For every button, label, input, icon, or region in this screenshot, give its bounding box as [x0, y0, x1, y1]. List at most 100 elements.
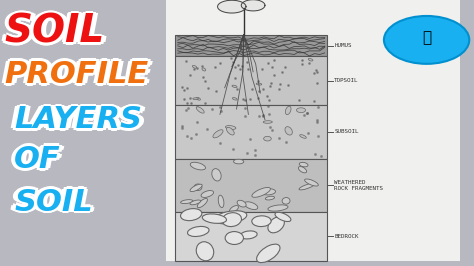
- Point: [310, 71, 318, 75]
- Point: [270, 73, 278, 77]
- Point: [190, 67, 198, 71]
- Point: [268, 65, 275, 70]
- Point: [178, 126, 185, 130]
- Bar: [175, 159, 327, 212]
- Point: [193, 66, 201, 70]
- Ellipse shape: [229, 206, 238, 212]
- Point: [246, 97, 254, 101]
- Point: [193, 120, 201, 124]
- Ellipse shape: [264, 136, 271, 141]
- Ellipse shape: [213, 130, 223, 138]
- Ellipse shape: [214, 211, 247, 224]
- Point: [241, 106, 248, 110]
- Ellipse shape: [299, 162, 308, 167]
- Point: [276, 82, 284, 86]
- Ellipse shape: [226, 126, 236, 129]
- Point: [217, 109, 225, 113]
- Point: [255, 96, 262, 101]
- Text: SOIL: SOIL: [5, 11, 105, 49]
- Ellipse shape: [232, 98, 237, 100]
- Text: SOIL: SOIL: [9, 13, 109, 51]
- Text: SOIL: SOIL: [5, 10, 105, 48]
- Text: SOIL: SOIL: [14, 190, 93, 219]
- Point: [231, 65, 239, 69]
- Ellipse shape: [222, 213, 242, 227]
- Point: [239, 97, 246, 101]
- Text: LAYERS: LAYERS: [9, 105, 137, 134]
- Point: [204, 85, 212, 90]
- Ellipse shape: [244, 202, 258, 210]
- Text: OF: OF: [14, 148, 61, 177]
- Point: [283, 139, 290, 144]
- Point: [241, 114, 249, 118]
- Point: [216, 141, 224, 146]
- Point: [208, 107, 216, 111]
- Point: [178, 85, 186, 89]
- Text: OF: OF: [9, 145, 56, 174]
- Point: [295, 98, 303, 103]
- Text: BEDROCK: BEDROCK: [334, 234, 359, 239]
- Text: OF: OF: [17, 147, 64, 176]
- Text: LAYERS: LAYERS: [10, 105, 138, 134]
- Ellipse shape: [256, 244, 280, 263]
- Ellipse shape: [196, 107, 204, 113]
- Text: PROFILE: PROFILE: [2, 58, 146, 88]
- Point: [231, 76, 239, 81]
- Text: LAYERS: LAYERS: [14, 105, 142, 134]
- Text: SOIL: SOIL: [11, 186, 90, 215]
- Point: [311, 152, 319, 156]
- Point: [298, 62, 306, 66]
- Ellipse shape: [190, 184, 202, 192]
- Point: [216, 105, 223, 109]
- Point: [236, 67, 244, 71]
- Point: [266, 125, 273, 129]
- Point: [244, 67, 251, 71]
- Ellipse shape: [196, 242, 214, 261]
- Point: [186, 73, 194, 77]
- Point: [310, 99, 318, 103]
- Text: SOIL: SOIL: [17, 186, 96, 215]
- Text: OF: OF: [19, 145, 66, 174]
- Ellipse shape: [240, 231, 257, 239]
- Text: PROFILE: PROFILE: [0, 60, 144, 89]
- Point: [248, 87, 255, 91]
- Text: SOIL: SOIL: [14, 185, 93, 214]
- Point: [265, 97, 273, 102]
- Text: SOIL: SOIL: [10, 188, 89, 217]
- Point: [233, 87, 241, 91]
- Text: SOIL: SOIL: [14, 188, 93, 217]
- Point: [313, 118, 321, 122]
- Point: [303, 111, 310, 115]
- Ellipse shape: [268, 217, 284, 233]
- Point: [183, 134, 191, 138]
- Ellipse shape: [297, 108, 306, 113]
- Point: [183, 86, 191, 90]
- Point: [300, 113, 308, 118]
- Point: [182, 59, 190, 63]
- Point: [267, 84, 274, 88]
- Ellipse shape: [305, 179, 319, 186]
- Point: [312, 68, 319, 72]
- Ellipse shape: [201, 190, 214, 197]
- Point: [211, 65, 219, 69]
- Point: [201, 101, 209, 105]
- Bar: [175, 105, 327, 159]
- Text: PROFILE: PROFILE: [5, 60, 149, 89]
- Bar: [166, 0, 460, 261]
- Point: [254, 79, 262, 83]
- Ellipse shape: [197, 198, 208, 208]
- Text: SOIL: SOIL: [5, 16, 105, 53]
- Point: [298, 58, 306, 62]
- Ellipse shape: [268, 205, 288, 211]
- Text: PROFILE: PROFILE: [8, 58, 152, 88]
- Point: [201, 78, 209, 83]
- Point: [318, 154, 325, 158]
- Point: [265, 112, 273, 117]
- Text: SOIL: SOIL: [14, 190, 93, 219]
- Text: PROFILE: PROFILE: [9, 60, 154, 89]
- Text: PROFILE: PROFILE: [9, 60, 153, 89]
- Text: PROFILE: PROFILE: [5, 58, 149, 87]
- Ellipse shape: [252, 188, 270, 197]
- Ellipse shape: [237, 200, 246, 207]
- Point: [260, 86, 267, 91]
